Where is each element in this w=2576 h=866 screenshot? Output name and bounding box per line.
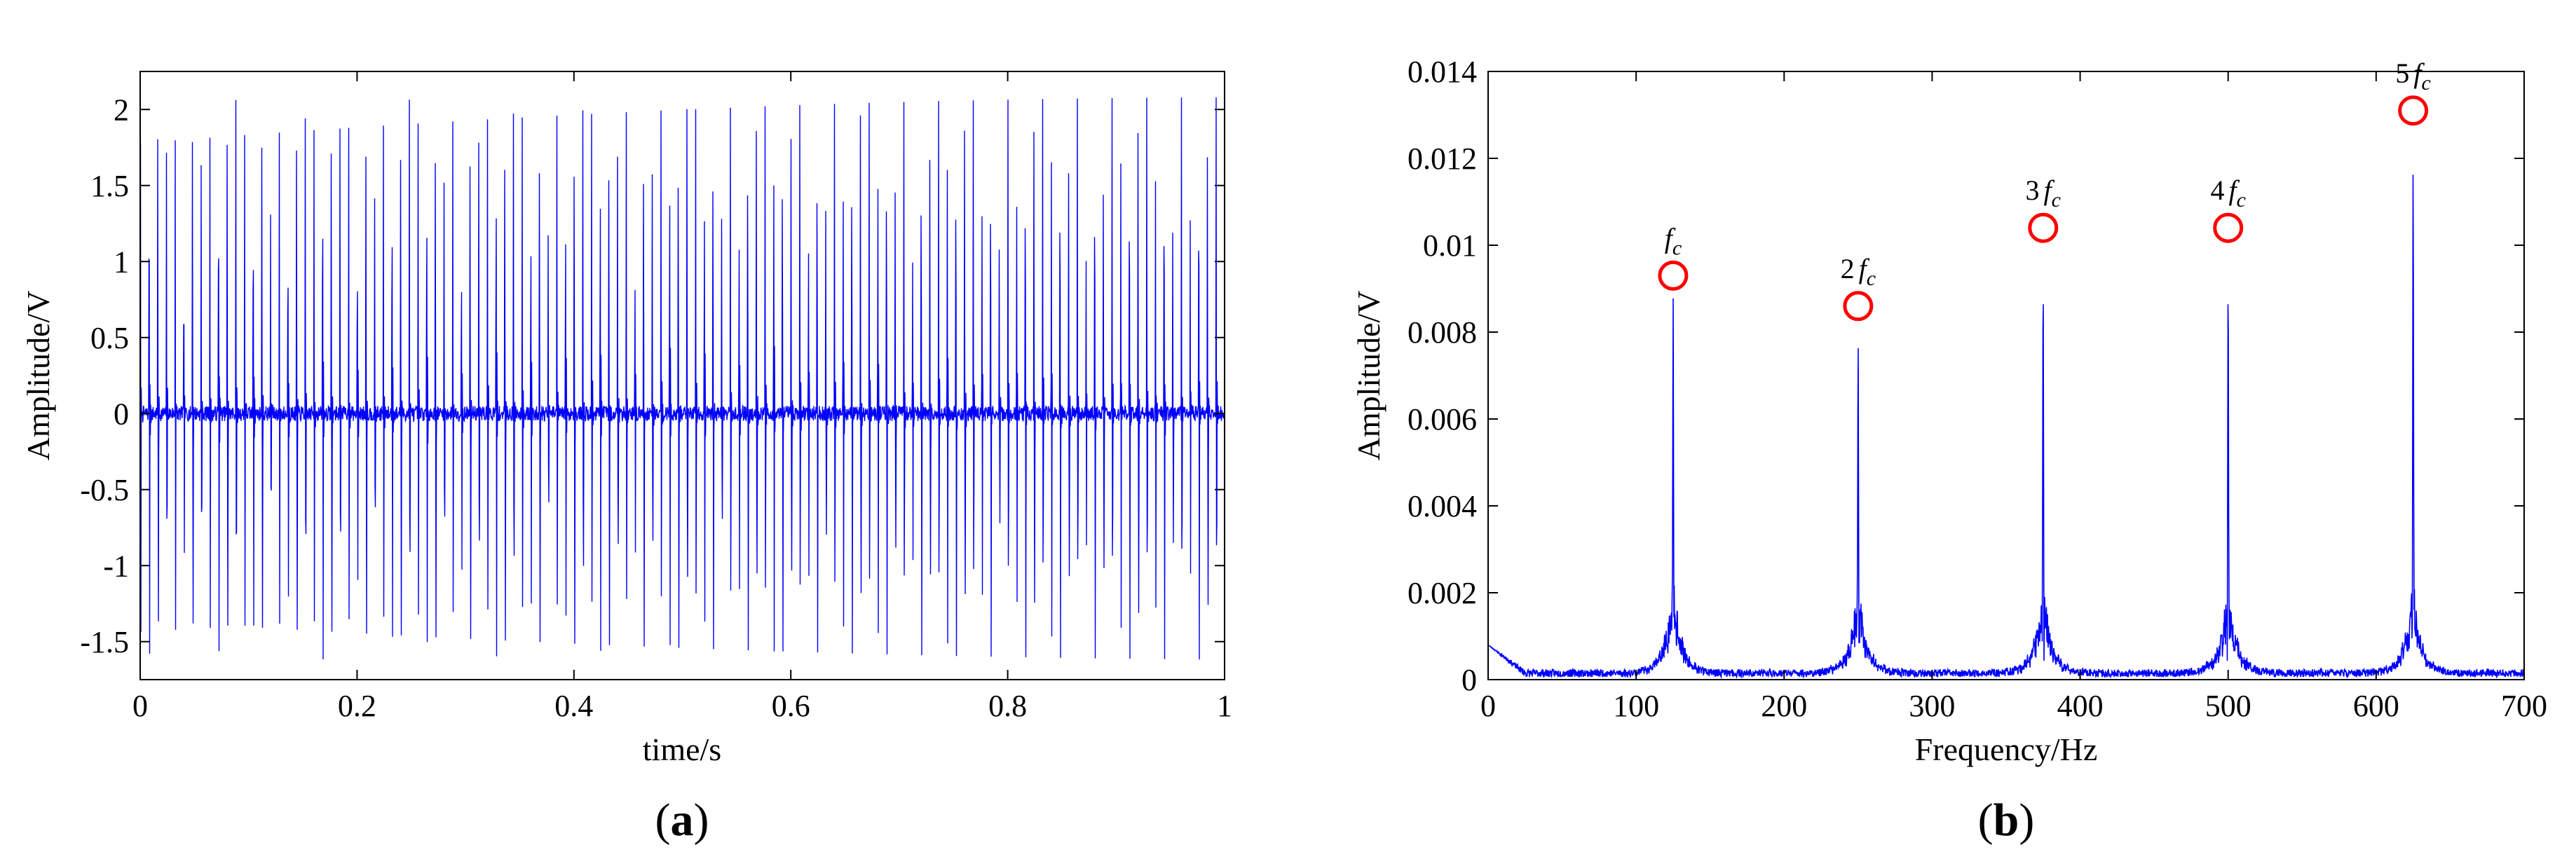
x-tick-label: 100 bbox=[1613, 689, 1659, 723]
y-axis-title: Amplitude/V bbox=[1351, 291, 1386, 461]
y-tick-label: 1 bbox=[114, 245, 129, 279]
time-signal-series bbox=[139, 97, 1225, 660]
y-tick-label: -1.5 bbox=[80, 625, 129, 659]
x-tick-label: 300 bbox=[1909, 689, 1955, 723]
spectrum-series bbox=[1487, 174, 2525, 680]
peak-label-subscript: c bbox=[2052, 188, 2061, 212]
peak-marker-3 bbox=[2028, 212, 2059, 243]
peak-label-subscript: c bbox=[1672, 236, 1682, 259]
x-tick-label: 0.6 bbox=[772, 689, 810, 723]
time-domain-chart: 0 0.2 0.4 0.6 0.8 1 -1.5 -1 -0.5 0 0.5 1 1.5 2 time/… bbox=[20, 71, 1232, 846]
y-tick-label: 0.002 bbox=[1408, 576, 1477, 610]
y-tick-label: 0.01 bbox=[1423, 228, 1477, 263]
peak-marker-5 bbox=[2398, 95, 2429, 126]
x-tick-label: 700 bbox=[2501, 689, 2547, 723]
peak-label-multiplier: 2 bbox=[1841, 253, 1855, 284]
panel-letter: a bbox=[671, 795, 694, 846]
x-tick-label: 500 bbox=[2205, 689, 2251, 723]
peak-label-multiplier: 5 bbox=[2395, 57, 2409, 89]
frequency-spectrum-chart: fc2 fc3 fc 4 fc5 fc 0 100 200 300 400 500 600 700 00… bbox=[1351, 55, 2547, 846]
panel-label-a: (a) bbox=[655, 795, 709, 846]
peak-label-multiplier: 3 bbox=[2026, 174, 2040, 206]
y-tick-label: 0 bbox=[114, 397, 129, 431]
plot-area bbox=[140, 71, 1225, 680]
peak-label-subscript: c bbox=[1867, 267, 1876, 290]
y-tick-label: 0.012 bbox=[1408, 142, 1477, 176]
x-axis-ticks: 0 100 200 300 400 500 600 700 bbox=[1480, 71, 2547, 723]
x-axis-title: time/s bbox=[643, 731, 721, 767]
y-tick-label: 1.5 bbox=[90, 169, 129, 203]
x-tick-label: 0.2 bbox=[338, 689, 376, 723]
plot-area bbox=[1488, 71, 2524, 680]
plot-frame bbox=[139, 71, 1225, 680]
x-tick-label: 0.8 bbox=[988, 689, 1027, 723]
y-tick-label: 0.014 bbox=[1408, 55, 1477, 89]
y-axis-title: Amplitude/V bbox=[20, 291, 56, 461]
y-axis-ticks: -1.5 -1 -0.5 0 0.5 1 1.5 2 bbox=[80, 92, 1225, 659]
plot-frame bbox=[1487, 71, 2525, 680]
y-tick-label: 0.006 bbox=[1408, 402, 1477, 437]
peak-label-subscript: c bbox=[2237, 188, 2246, 212]
y-tick-label: -0.5 bbox=[80, 473, 129, 507]
peak-marker-1 bbox=[1658, 260, 1689, 291]
peak-label-multiplier: 4 bbox=[2210, 174, 2224, 206]
time-signal-line bbox=[139, 97, 1225, 660]
x-tick-label: 400 bbox=[2057, 689, 2104, 723]
spectrum-line bbox=[1487, 174, 2525, 680]
x-tick-label: 0 bbox=[132, 689, 148, 723]
x-axis-title: Frequency/Hz bbox=[1915, 731, 2098, 767]
y-tick-label: 0.004 bbox=[1408, 489, 1477, 523]
y-tick-label: 2 bbox=[114, 92, 129, 127]
x-tick-label: 0 bbox=[1480, 689, 1496, 723]
peak-marker-2 bbox=[1843, 291, 1874, 322]
x-tick-label: 1 bbox=[1217, 689, 1232, 723]
peak-label-subscript: c bbox=[2422, 71, 2431, 95]
y-tick-label: 0.008 bbox=[1408, 315, 1477, 350]
panel-letter: b bbox=[1994, 795, 2019, 846]
x-tick-label: 600 bbox=[2353, 689, 2399, 723]
y-tick-label: 0.5 bbox=[90, 321, 129, 355]
x-tick-label: 0.4 bbox=[554, 689, 593, 723]
x-axis-ticks: 0 0.2 0.4 0.6 0.8 1 bbox=[132, 71, 1232, 723]
y-tick-label: 0 bbox=[1461, 663, 1477, 697]
y-tick-label: -1 bbox=[103, 549, 129, 583]
peak-marker-4 bbox=[2213, 212, 2244, 243]
x-tick-label: 200 bbox=[1761, 689, 1807, 723]
y-axis-ticks: 0 0.002 0.004 0.006 0.008 0.01 0.012 0.014 bbox=[1408, 55, 2524, 697]
panel-label-b: (b) bbox=[1978, 795, 2035, 846]
